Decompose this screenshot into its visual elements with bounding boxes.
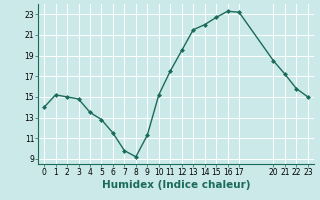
X-axis label: Humidex (Indice chaleur): Humidex (Indice chaleur) xyxy=(102,180,250,190)
